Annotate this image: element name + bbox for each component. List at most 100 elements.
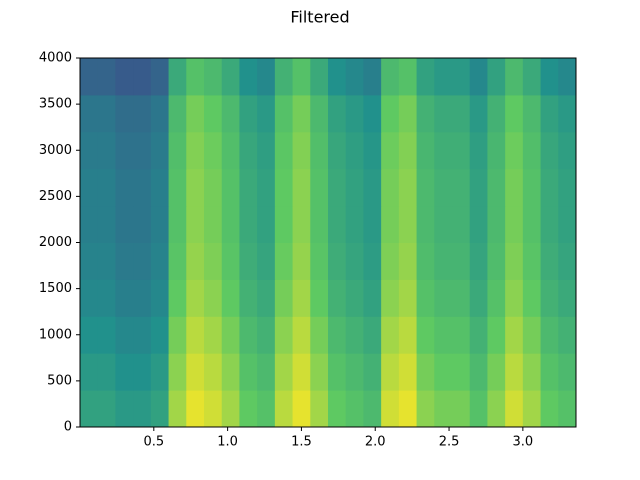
- spectrogram-cell: [416, 390, 435, 428]
- spectrogram-cell: [505, 205, 524, 243]
- spectrogram-cell: [204, 94, 223, 133]
- spectrogram-cell: [328, 353, 347, 391]
- spectrogram-cell: [310, 316, 329, 354]
- spectrogram-cell: [239, 94, 258, 133]
- y-tick-label: 500: [47, 373, 72, 388]
- spectrogram-cell: [434, 316, 453, 354]
- spectrogram-cell: [115, 168, 134, 207]
- spectrogram-cell: [540, 58, 559, 96]
- spectrogram-cell: [558, 168, 577, 207]
- spectrogram-cell: [416, 353, 435, 391]
- spectrogram-cell: [168, 353, 187, 391]
- spectrogram-cell: [381, 205, 400, 243]
- spectrogram-cell: [540, 242, 559, 280]
- spectrogram-cell: [97, 58, 116, 96]
- spectrogram-cell: [452, 205, 471, 243]
- spectrogram-cell: [257, 390, 276, 428]
- spectrogram-cell: [398, 390, 418, 428]
- spectrogram-cell: [168, 390, 187, 428]
- spectrogram-cell: [133, 242, 152, 280]
- spectrogram-cell: [434, 168, 453, 207]
- spectrogram-cell: [133, 353, 152, 391]
- spectrogram-cell: [540, 168, 559, 207]
- spectrogram-cell: [115, 94, 134, 133]
- spectrogram-cell: [239, 131, 258, 170]
- spectrogram-cell: [133, 205, 152, 243]
- x-tick-label: 1.0: [217, 435, 238, 450]
- spectrogram-cell: [239, 279, 258, 317]
- spectrogram-cell: [381, 316, 400, 354]
- spectrogram-cell: [469, 205, 488, 243]
- spectrogram-cell: [416, 58, 435, 96]
- spectrogram-cell: [257, 58, 276, 96]
- spectrogram-cell: [363, 390, 382, 428]
- spectrogram-cell: [381, 390, 400, 428]
- spectrogram-cell: [469, 242, 488, 280]
- spectrogram-cell: [257, 316, 276, 354]
- spectrogram-cell: [257, 168, 276, 207]
- spectrogram-cell: [469, 353, 488, 391]
- spectrogram-cell: [150, 353, 170, 391]
- spectrogram-cell: [204, 131, 223, 170]
- spectrogram-cell: [310, 205, 329, 243]
- spectrogram-cell: [487, 94, 506, 133]
- spectrogram-cell: [239, 390, 258, 428]
- spectrogram-cell: [398, 168, 418, 207]
- x-tick-label: 1.5: [291, 435, 312, 450]
- spectrogram-cell: [434, 94, 453, 133]
- spectrogram-cell: [150, 390, 170, 428]
- spectrogram-cell: [115, 205, 134, 243]
- spectrogram-cell: [452, 242, 471, 280]
- spectrogram-cell: [487, 390, 506, 428]
- spectrogram-cell: [469, 390, 488, 428]
- spectrogram-cell: [363, 279, 382, 317]
- spectrogram-cell: [310, 168, 329, 207]
- spectrogram-cell: [115, 353, 134, 391]
- spectrogram-cell: [257, 279, 276, 317]
- spectrogram-cell: [381, 131, 400, 170]
- spectrogram-cell: [80, 390, 99, 428]
- spectrogram-cell: [221, 242, 240, 280]
- spectrogram-cell: [558, 58, 577, 96]
- spectrogram-cell: [186, 353, 205, 391]
- spectrogram-cell: [398, 353, 418, 391]
- spectrogram-cell: [150, 279, 170, 317]
- spectrogram-cell: [416, 94, 435, 133]
- spectrogram-cell: [221, 316, 240, 354]
- spectrogram-cell: [115, 131, 134, 170]
- spectrogram-cell: [310, 58, 329, 96]
- spectrogram-cell: [381, 94, 400, 133]
- spectrogram-cell: [239, 58, 258, 96]
- spectrogram-cell: [292, 353, 311, 391]
- spectrogram-cell: [345, 205, 364, 243]
- spectrogram-cell: [398, 279, 418, 317]
- spectrogram-cell: [97, 279, 116, 317]
- spectrogram-cell: [221, 94, 240, 133]
- spectrogram-cell: [292, 58, 311, 96]
- spectrogram-cell: [168, 131, 187, 170]
- spectrogram-cell: [133, 390, 152, 428]
- spectrogram-cell: [274, 58, 294, 96]
- spectrogram-cell: [97, 390, 116, 428]
- spectrogram-cell: [487, 316, 506, 354]
- spectrogram-cell: [80, 316, 99, 354]
- spectrogram-cell: [328, 316, 347, 354]
- spectrogram-cell: [416, 131, 435, 170]
- spectrogram-cell: [469, 316, 488, 354]
- spectrogram-cell: [115, 316, 134, 354]
- spectrogram-cell: [204, 168, 223, 207]
- spectrogram-cell: [239, 168, 258, 207]
- spectrogram-cell: [452, 131, 471, 170]
- spectrogram-cell: [434, 58, 453, 96]
- spectrogram-cell: [381, 58, 400, 96]
- spectrogram-cell: [168, 205, 187, 243]
- spectrogram-cell: [345, 279, 364, 317]
- y-tick-label: 4000: [39, 51, 72, 66]
- spectrogram-cell: [80, 168, 99, 207]
- spectrogram-cell: [257, 94, 276, 133]
- spectrogram-cell: [204, 242, 223, 280]
- spectrogram-cell: [328, 205, 347, 243]
- spectrogram-cell: [97, 316, 116, 354]
- spectrogram-cell: [150, 58, 170, 96]
- y-tick-label: 0: [64, 420, 72, 435]
